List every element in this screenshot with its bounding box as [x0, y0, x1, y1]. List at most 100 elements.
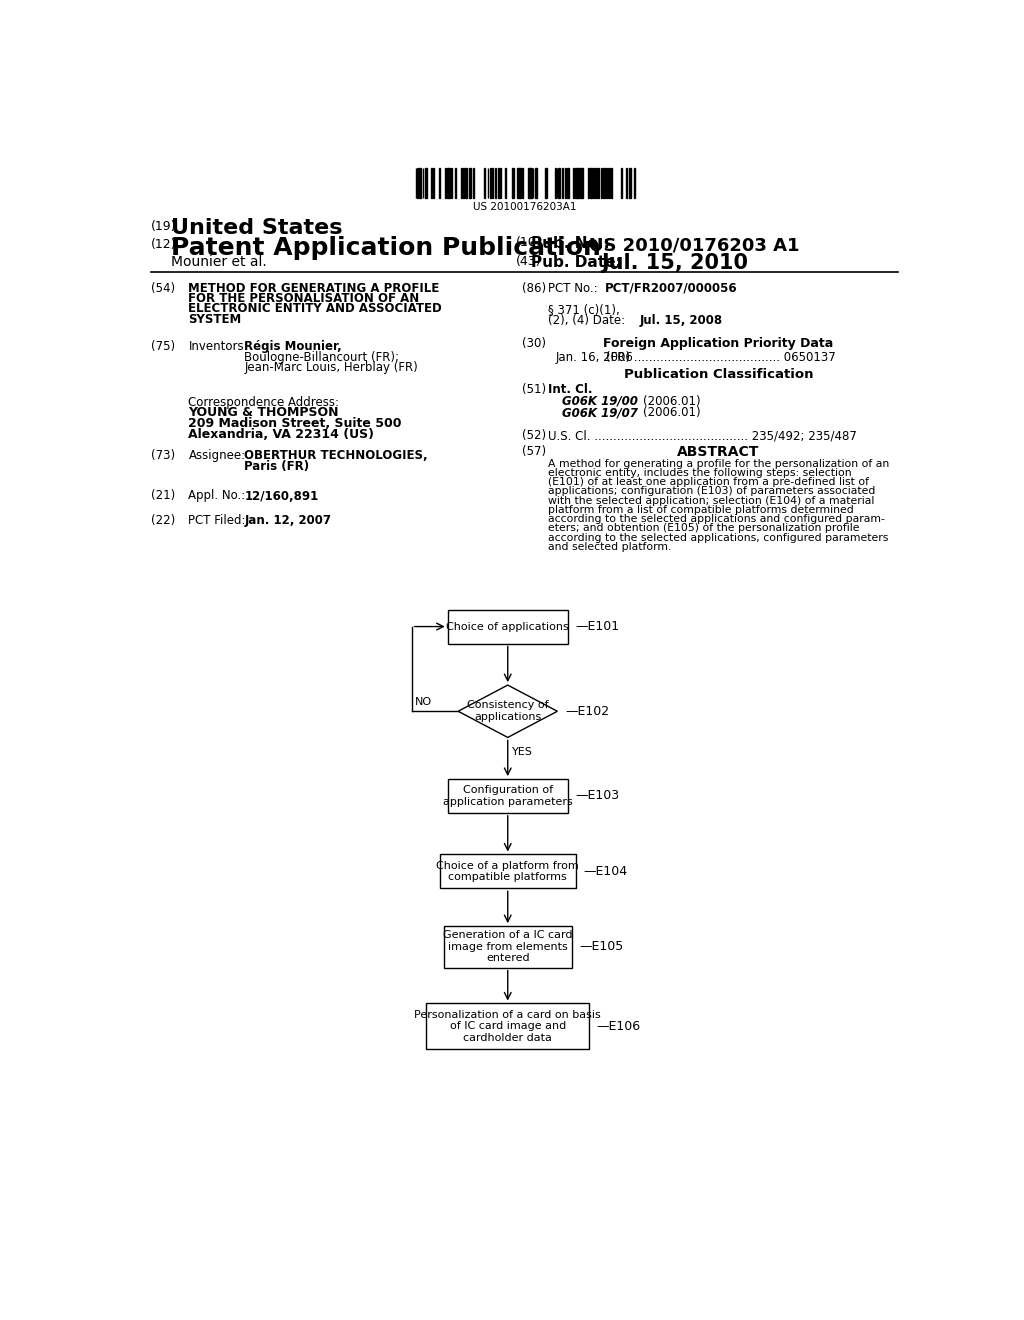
Text: and selected platform.: and selected platform.: [548, 543, 672, 552]
Text: (86): (86): [521, 281, 546, 294]
Text: 209 Madison Street, Suite 500: 209 Madison Street, Suite 500: [188, 417, 402, 430]
Text: electronic entity, includes the following steps: selection: electronic entity, includes the followin…: [548, 469, 852, 478]
Text: (2006.01): (2006.01): [643, 395, 701, 408]
Bar: [463, 168, 464, 198]
Bar: [420, 168, 421, 198]
Bar: [473, 168, 474, 198]
Text: Jul. 15, 2010: Jul. 15, 2010: [601, 253, 748, 273]
Text: (57): (57): [521, 445, 546, 458]
Text: Personalization of a card on basis
of IC card image and
cardholder data: Personalization of a card on basis of IC…: [415, 1010, 601, 1043]
Bar: [498, 168, 500, 198]
Text: PCT/FR2007/000056: PCT/FR2007/000056: [604, 281, 737, 294]
Text: (51): (51): [521, 383, 546, 396]
Bar: [425, 168, 427, 198]
Text: Configuration of
application parameters: Configuration of application parameters: [442, 785, 572, 807]
Bar: [495, 168, 496, 198]
Text: YOUNG & THOMPSON: YOUNG & THOMPSON: [188, 407, 339, 420]
Bar: [432, 168, 434, 198]
Text: (43): (43): [515, 256, 541, 268]
Text: Assignee:: Assignee:: [188, 449, 246, 462]
Text: (52): (52): [521, 429, 546, 442]
Text: (2006.01): (2006.01): [643, 407, 701, 420]
Bar: [443, 927, 571, 968]
Text: Correspondence Address:: Correspondence Address:: [188, 396, 339, 409]
Bar: [489, 168, 492, 198]
Text: Jan. 12, 2007: Jan. 12, 2007: [245, 515, 331, 527]
Bar: [465, 168, 467, 198]
Bar: [629, 168, 631, 198]
Polygon shape: [458, 685, 557, 738]
Text: Choice of a platform from
compatible platforms: Choice of a platform from compatible pla…: [436, 861, 580, 882]
Text: —E105: —E105: [580, 940, 624, 953]
Text: G06K 19/00: G06K 19/00: [562, 395, 638, 408]
Text: Jan. 16, 2006: Jan. 16, 2006: [556, 351, 634, 364]
Text: U.S. Cl. ......................................... 235/492; 235/487: U.S. Cl. ...............................…: [548, 429, 857, 442]
Bar: [447, 610, 568, 644]
Text: (10): (10): [515, 236, 541, 249]
Text: Mounier et al.: Mounier et al.: [171, 256, 267, 269]
Bar: [575, 168, 578, 198]
Text: Consistency of
applications: Consistency of applications: [467, 701, 549, 722]
Text: (2), (4) Date:: (2), (4) Date:: [548, 314, 626, 327]
Text: Foreign Application Priority Data: Foreign Application Priority Data: [603, 337, 834, 350]
Bar: [447, 779, 568, 813]
Text: ELECTRONIC ENTITY AND ASSOCIATED: ELECTRONIC ENTITY AND ASSOCIATED: [188, 302, 442, 315]
Bar: [517, 168, 518, 198]
Bar: [447, 168, 450, 198]
Text: (12): (12): [152, 238, 177, 251]
Bar: [426, 1003, 589, 1049]
Bar: [469, 168, 471, 198]
Bar: [545, 168, 547, 198]
Text: PCT No.:: PCT No.:: [548, 281, 598, 294]
Text: (21): (21): [152, 490, 175, 503]
Text: (19): (19): [152, 220, 177, 234]
Text: NO: NO: [415, 697, 432, 706]
Bar: [440, 854, 575, 888]
Text: (FR) ....................................... 0650137: (FR) ...................................…: [606, 351, 836, 364]
Text: Alexandria, VA 22314 (US): Alexandria, VA 22314 (US): [188, 428, 375, 441]
Text: —E103: —E103: [575, 789, 620, 803]
Text: (75): (75): [152, 341, 175, 354]
Text: OBERTHUR TECHNOLOGIES,: OBERTHUR TECHNOLOGIES,: [245, 449, 428, 462]
Text: (E101) of at least one application from a pre-defined list of: (E101) of at least one application from …: [548, 478, 869, 487]
Text: —E106: —E106: [597, 1019, 641, 1032]
Bar: [590, 168, 592, 198]
Bar: [566, 168, 569, 198]
Text: eters; and obtention (E105) of the personalization profile: eters; and obtention (E105) of the perso…: [548, 524, 859, 533]
Bar: [512, 168, 514, 198]
Text: ABSTRACT: ABSTRACT: [677, 445, 760, 459]
Text: Int. Cl.: Int. Cl.: [548, 383, 593, 396]
Text: US 2010/0176203 A1: US 2010/0176203 A1: [589, 236, 800, 255]
Bar: [519, 168, 521, 198]
Text: G06K 19/07: G06K 19/07: [562, 407, 638, 420]
Text: A method for generating a profile for the personalization of an: A method for generating a profile for th…: [548, 459, 889, 469]
Text: Jean-Marc Louis, Herblay (FR): Jean-Marc Louis, Herblay (FR): [245, 360, 418, 374]
Bar: [608, 168, 610, 198]
Bar: [611, 168, 612, 198]
Text: Boulogne-Billancourt (FR);: Boulogne-Billancourt (FR);: [245, 351, 399, 363]
Text: Publication Classification: Publication Classification: [624, 368, 813, 381]
Text: Generation of a IC card
image from elements
entered: Generation of a IC card image from eleme…: [443, 931, 572, 964]
Text: —E104: —E104: [584, 865, 628, 878]
Text: (30): (30): [521, 337, 546, 350]
Text: 12/160,891: 12/160,891: [245, 490, 318, 503]
Text: Paris (FR): Paris (FR): [245, 459, 309, 473]
Text: METHOD FOR GENERATING A PROFILE: METHOD FOR GENERATING A PROFILE: [188, 281, 439, 294]
Text: according to the selected applications, configured parameters: according to the selected applications, …: [548, 533, 889, 543]
Text: —E101: —E101: [575, 620, 620, 634]
Text: Pub. Date:: Pub. Date:: [531, 256, 622, 271]
Text: PCT Filed:: PCT Filed:: [188, 515, 246, 527]
Text: Patent Application Publication: Patent Application Publication: [171, 236, 601, 260]
Text: FOR THE PERSONALISATION OF AN: FOR THE PERSONALISATION OF AN: [188, 292, 420, 305]
Text: Régis Mounier,: Régis Mounier,: [245, 341, 342, 354]
Text: YES: YES: [512, 747, 532, 756]
Text: Appl. No.:: Appl. No.:: [188, 490, 246, 503]
Bar: [529, 168, 531, 198]
Text: § 371 (c)(1),: § 371 (c)(1),: [548, 304, 620, 317]
Bar: [593, 168, 595, 198]
Text: Pub. No.:: Pub. No.:: [531, 236, 609, 251]
Text: —E102: —E102: [565, 705, 609, 718]
Text: (54): (54): [152, 281, 175, 294]
Bar: [582, 168, 583, 198]
Text: according to the selected applications and configured param-: according to the selected applications a…: [548, 515, 885, 524]
